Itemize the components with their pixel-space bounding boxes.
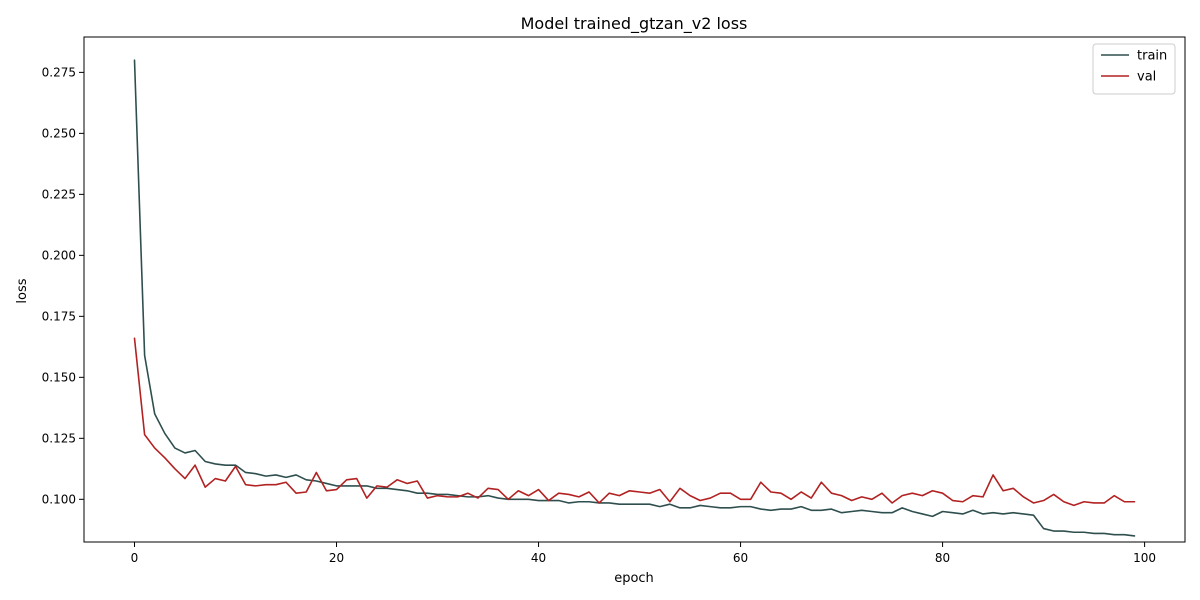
y-tick-label: 0.175 [42, 309, 76, 323]
plot-area [83, 36, 1186, 543]
y-tick-label: 0.250 [42, 126, 76, 140]
x-tick-label: 20 [329, 551, 344, 565]
y-axis-label: loss [15, 278, 30, 303]
y-tick-label: 0.200 [42, 248, 76, 262]
x-axis: 0 20 40 60 80 100 [131, 542, 1156, 565]
x-axis-label: epoch [614, 571, 654, 586]
series-line-train [133, 59, 1136, 537]
legend-box [1092, 43, 1176, 95]
y-tick-label: 0.225 [42, 187, 76, 201]
y-axis: 0.100 0.125 0.150 0.175 0.200 0.225 0.250 0.275 [42, 65, 84, 506]
chart-title: Model trained_gtzan_v2 loss [521, 14, 748, 34]
x-tick-label: 0 [131, 551, 139, 565]
series-line-val [133, 337, 1136, 507]
y-tick-label: 0.150 [42, 370, 76, 384]
x-tick-label: 40 [531, 551, 546, 565]
x-tick-label: 100 [1133, 551, 1156, 565]
plot-frame [83, 36, 1186, 543]
y-tick-label: 0.275 [42, 65, 76, 79]
legend-label-val: val [1137, 70, 1156, 85]
x-tick-label: 80 [935, 551, 950, 565]
legend: train val [1092, 43, 1176, 95]
x-tick-label: 60 [733, 551, 748, 565]
legend-label-train: train [1137, 49, 1167, 64]
y-tick-label: 0.100 [42, 492, 76, 506]
y-tick-label: 0.125 [42, 431, 76, 445]
